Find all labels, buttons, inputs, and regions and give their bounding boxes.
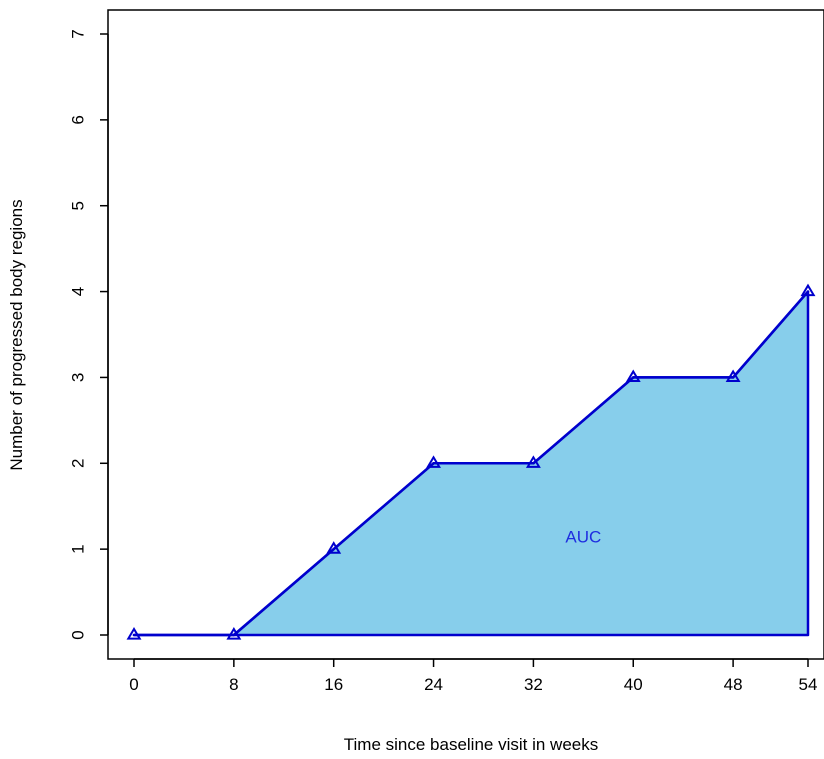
- y-tick-label: 4: [69, 287, 88, 296]
- x-tick-label: 8: [229, 675, 238, 694]
- x-tick-label: 54: [799, 675, 818, 694]
- data-point-marker: [326, 541, 342, 554]
- data-point-marker: [426, 455, 442, 468]
- x-axis: 0 8 16 24 32 40 48 54: [129, 658, 818, 694]
- y-tick-label: 3: [69, 373, 88, 382]
- x-tick-label: 40: [624, 675, 643, 694]
- y-tick-label: 0: [69, 630, 88, 639]
- y-tick-label: 1: [69, 544, 88, 553]
- y-tick-label: 6: [69, 115, 88, 124]
- series-line-segment: [232, 547, 335, 637]
- x-tick-label: 24: [424, 675, 443, 694]
- series-line-segment: [731, 290, 810, 379]
- y-axis: 0 1 2 3 4 5 6 7: [69, 29, 109, 640]
- y-tick-label: 2: [69, 459, 88, 468]
- y-tick-label: 7: [69, 29, 88, 38]
- data-point-marker: [725, 369, 741, 383]
- y-tick-label: 5: [69, 201, 88, 210]
- marker-layer: [126, 283, 816, 640]
- x-axis-title: Time since baseline visit in weeks: [344, 735, 598, 754]
- data-point-marker: [226, 627, 242, 640]
- x-tick-label: 48: [724, 675, 743, 694]
- data-point-marker: [525, 455, 541, 468]
- y-axis-title: Number of progressed body regions: [7, 199, 26, 470]
- data-point-marker: [800, 283, 816, 297]
- series-line-segment: [532, 376, 635, 465]
- x-tick-label: 16: [324, 675, 343, 694]
- auc-annotation: AUC: [565, 527, 601, 546]
- series-line-layer: [132, 290, 810, 637]
- data-point-marker: [126, 627, 142, 640]
- x-tick-label: 32: [524, 675, 543, 694]
- data-point-marker: [625, 369, 641, 383]
- series-line-segment: [332, 462, 435, 551]
- x-tick-label: 0: [129, 675, 138, 694]
